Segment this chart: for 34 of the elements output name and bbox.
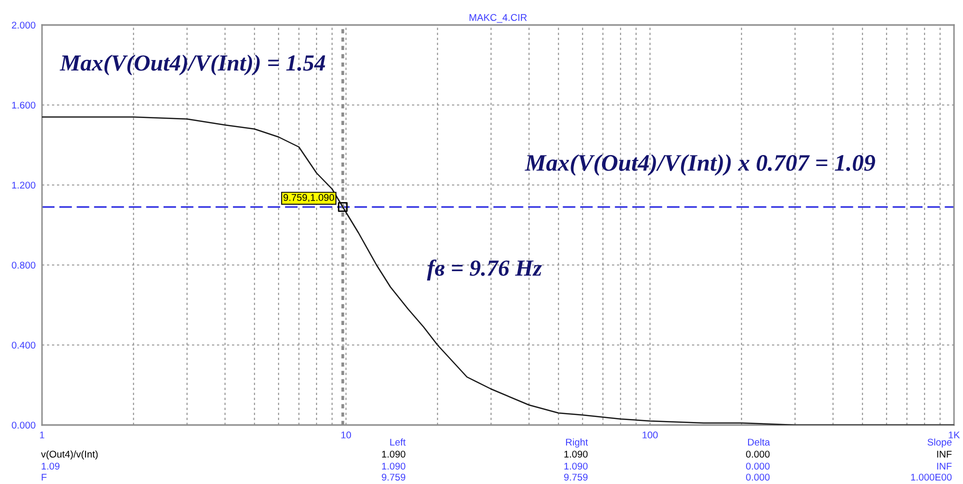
- text: INF: [937, 462, 952, 470]
- text: Slope: [928, 438, 952, 448]
- text: 0.000: [746, 462, 770, 470]
- y-tick-label: 1.600: [12, 102, 36, 109]
- text: F: [42, 474, 47, 481]
- y-tick-label: 2.000: [12, 22, 36, 29]
- annotation: Max(V(Out4)/V(Int)) x 0.707 = 1.09: [524, 154, 876, 176]
- y-tick-label: 0.800: [12, 262, 36, 269]
- text: 1.090: [382, 462, 406, 470]
- text: 9.759: [382, 474, 406, 481]
- y-tick-label: 0.400: [12, 342, 36, 349]
- y-tick-label: 1.200: [12, 182, 36, 189]
- text: 1.090: [382, 450, 406, 458]
- text: 0.000: [746, 474, 770, 481]
- chart-title: MAKC_4.CIR: [470, 14, 527, 23]
- annotation: Max(V(Out4)/V(Int)) = 1.54: [60, 54, 326, 76]
- x-tick-label: 1K: [948, 432, 960, 438]
- x-tick-label: 10: [341, 432, 352, 438]
- x-tick-label: 100: [642, 432, 658, 438]
- y-tick-label: 0.000: [12, 422, 36, 429]
- text: INF: [937, 450, 952, 458]
- x-tick-label: 1: [40, 432, 44, 438]
- text: 1.090: [564, 462, 588, 470]
- text: 1.000E00: [911, 474, 952, 481]
- text: Delta: [748, 438, 770, 446]
- text: Right: [566, 438, 588, 448]
- text: 1.090: [564, 450, 588, 458]
- text: Left: [390, 438, 406, 446]
- text: 9.759: [564, 474, 588, 481]
- text: 1.09: [42, 462, 60, 470]
- text: 0.000: [746, 450, 770, 458]
- annotation: 9.759,1.090: [284, 194, 334, 202]
- text: v(Out4)/v(Int): [41, 450, 98, 460]
- annotation: fв = 9.76 Hz: [427, 259, 542, 281]
